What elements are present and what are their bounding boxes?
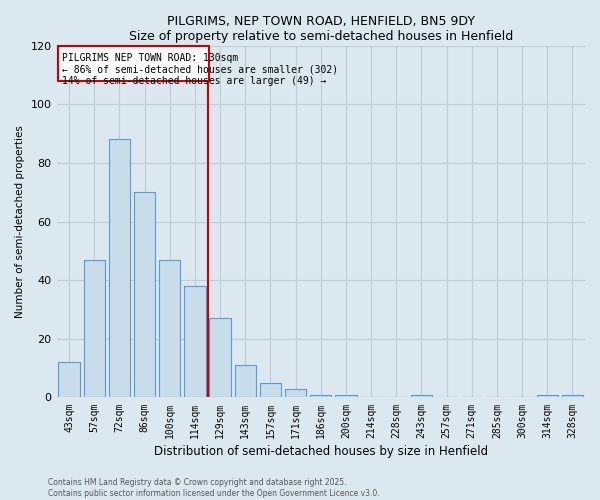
Y-axis label: Number of semi-detached properties: Number of semi-detached properties — [15, 125, 25, 318]
Bar — [58, 46, 209, 80]
Bar — [260, 383, 281, 398]
Text: Contains HM Land Registry data © Crown copyright and database right 2025.
Contai: Contains HM Land Registry data © Crown c… — [48, 478, 380, 498]
Bar — [134, 192, 155, 398]
Bar — [411, 394, 432, 398]
Bar — [159, 260, 181, 398]
Text: PILGRIMS NEP TOWN ROAD: 130sqm: PILGRIMS NEP TOWN ROAD: 130sqm — [62, 53, 238, 63]
Bar — [335, 394, 356, 398]
Text: ← 86% of semi-detached houses are smaller (302): ← 86% of semi-detached houses are smalle… — [62, 64, 338, 74]
Bar — [58, 362, 80, 398]
Bar — [109, 140, 130, 398]
Title: PILGRIMS, NEP TOWN ROAD, HENFIELD, BN5 9DY
Size of property relative to semi-det: PILGRIMS, NEP TOWN ROAD, HENFIELD, BN5 9… — [128, 15, 513, 43]
Bar — [562, 394, 583, 398]
Bar — [235, 365, 256, 398]
Bar — [536, 394, 558, 398]
Bar — [310, 394, 331, 398]
Bar — [285, 388, 307, 398]
Bar — [209, 318, 231, 398]
Bar — [184, 286, 206, 398]
X-axis label: Distribution of semi-detached houses by size in Henfield: Distribution of semi-detached houses by … — [154, 444, 488, 458]
Bar — [83, 260, 105, 398]
Text: 14% of semi-detached houses are larger (49) →: 14% of semi-detached houses are larger (… — [62, 76, 326, 86]
